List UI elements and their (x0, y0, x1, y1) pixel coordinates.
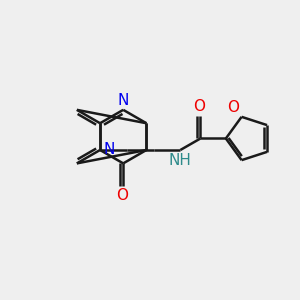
Text: O: O (116, 188, 128, 203)
Text: O: O (193, 99, 205, 114)
Text: N: N (103, 142, 115, 157)
Text: O: O (227, 100, 239, 115)
Text: NH: NH (169, 153, 192, 168)
Text: N: N (118, 93, 129, 108)
